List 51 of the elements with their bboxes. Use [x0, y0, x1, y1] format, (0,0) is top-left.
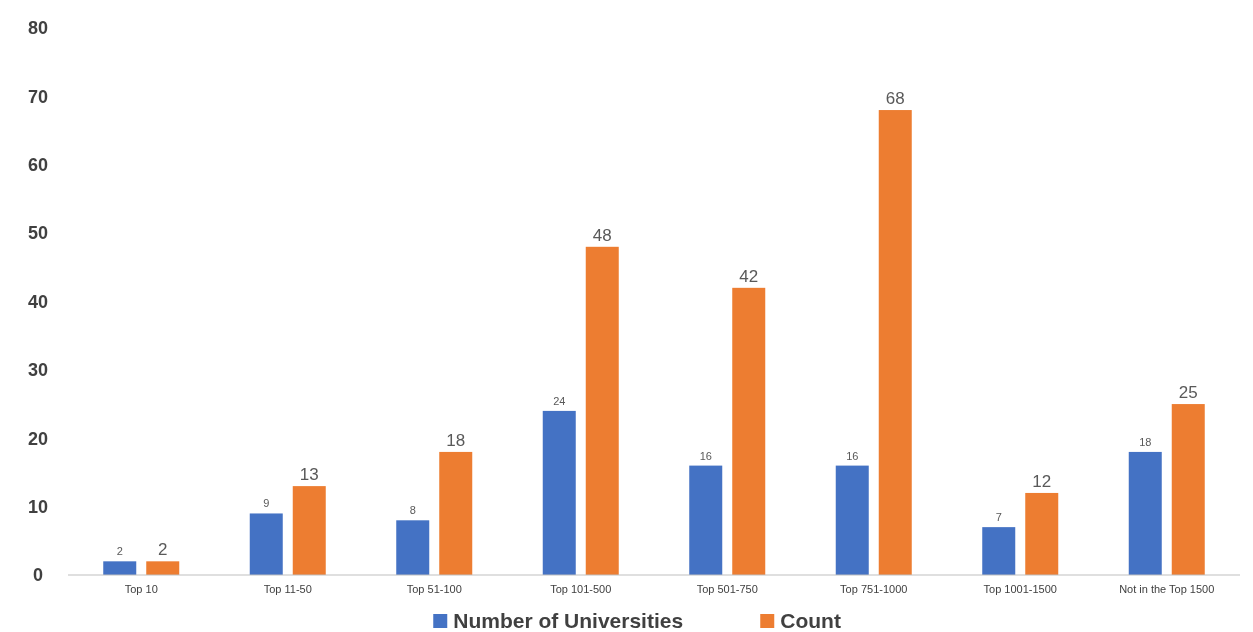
x-tick-label: Not in the Top 1500 [1119, 583, 1215, 595]
data-label: 18 [446, 430, 466, 450]
data-label: 18 [1139, 435, 1152, 448]
y-tick-label: 80 [27, 18, 49, 39]
data-label: 2 [116, 545, 123, 558]
data-label: 48 [592, 225, 612, 245]
data-label: 42 [739, 266, 759, 286]
data-label: 2 [158, 540, 168, 560]
x-tick-label: Top 10 [124, 583, 158, 595]
bar [542, 410, 576, 575]
legend-label: Number of Universities [453, 609, 684, 632]
x-tick-label: Top 101-500 [550, 583, 612, 595]
y-tick-label: 40 [27, 291, 49, 312]
y-tick-label: 30 [27, 360, 49, 381]
y-tick-label: 10 [27, 496, 49, 517]
bar [439, 451, 473, 575]
bar [585, 246, 619, 575]
data-label: 24 [553, 394, 566, 407]
y-tick-label: 0 [32, 565, 44, 586]
data-label: 16 [699, 449, 712, 462]
data-label: 25 [1178, 383, 1198, 403]
x-tick-label: Top 501-750 [696, 583, 758, 595]
data-label: 16 [846, 449, 859, 462]
bar [1128, 451, 1162, 575]
data-label: 68 [885, 89, 905, 109]
bar [1171, 404, 1205, 575]
data-label: 12 [1032, 471, 1052, 491]
bar [835, 465, 869, 575]
x-tick-label: Top 1001-1500 [983, 583, 1057, 595]
bar [249, 513, 283, 575]
y-tick-label: 20 [27, 428, 49, 449]
x-tick-label: Top 751-1000 [840, 583, 908, 595]
x-tick-label: Top 11-50 [263, 583, 312, 595]
data-label: 8 [409, 504, 416, 517]
bar [146, 561, 180, 575]
legend-label: Count [780, 609, 841, 632]
data-label: 13 [299, 465, 319, 485]
bar [732, 287, 766, 575]
bar [103, 561, 137, 575]
y-tick-label: 60 [27, 155, 49, 176]
bar [689, 465, 723, 575]
data-label: 7 [995, 511, 1002, 524]
bar [878, 110, 912, 575]
data-label: 9 [263, 497, 270, 510]
bar [396, 520, 430, 575]
y-tick-label: 70 [27, 86, 49, 107]
bar [1025, 492, 1059, 575]
bar [292, 486, 326, 575]
x-tick-label: Top 51-100 [406, 583, 462, 595]
bar [982, 527, 1016, 575]
y-tick-label: 50 [27, 223, 49, 244]
